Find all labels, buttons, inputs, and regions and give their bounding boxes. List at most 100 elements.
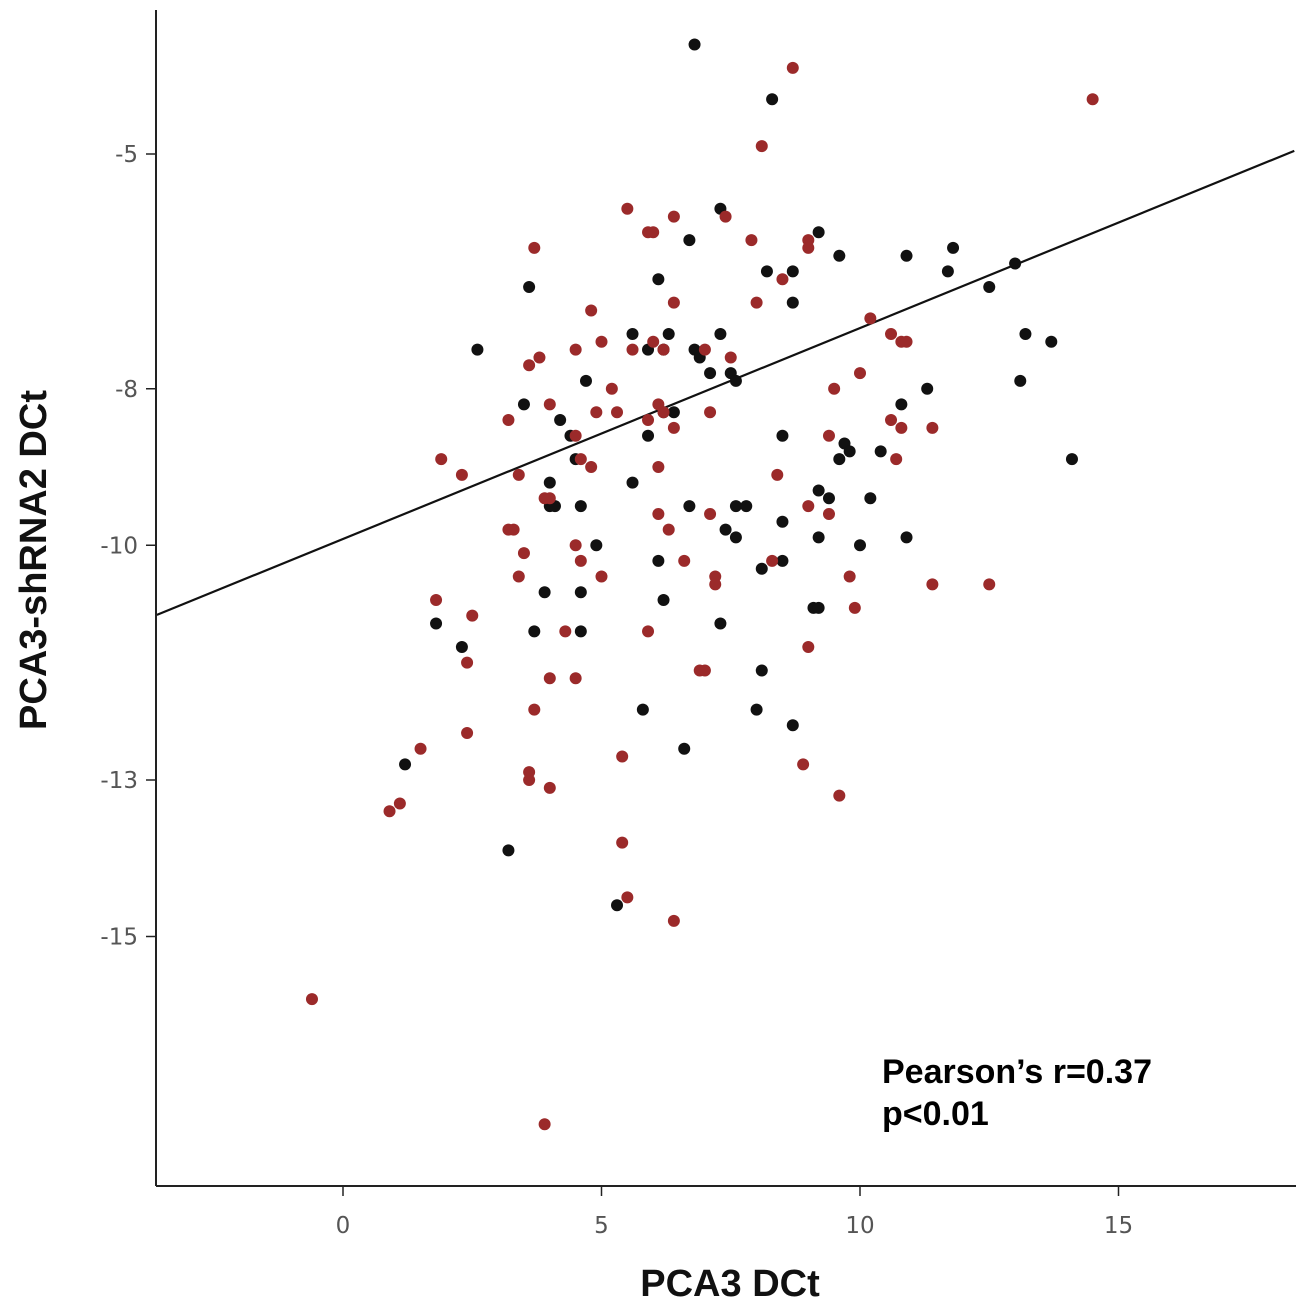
data-point (502, 844, 515, 857)
data-point (760, 265, 773, 278)
data-point (652, 554, 665, 567)
data-point (621, 891, 634, 904)
data-point (626, 343, 639, 356)
data-point (864, 312, 877, 325)
data-point (528, 241, 541, 254)
data-point (435, 453, 448, 466)
data-point (662, 523, 675, 536)
data-point (616, 836, 629, 849)
data-point (528, 703, 541, 716)
data-point (678, 742, 691, 755)
data-point (864, 492, 877, 505)
data-point (802, 640, 815, 653)
data-point (642, 625, 655, 638)
data-point (776, 273, 789, 286)
data-point (729, 374, 742, 387)
data-point (430, 594, 443, 607)
data-point (652, 461, 665, 473)
data-point (776, 429, 789, 442)
data-point (647, 226, 660, 239)
data-point (502, 414, 515, 427)
data-point (926, 578, 939, 591)
data-point (833, 453, 846, 466)
data-point (574, 554, 587, 567)
axes-layer (155, 10, 1296, 1187)
data-point (414, 742, 427, 755)
data-point (843, 570, 856, 583)
data-point (538, 1118, 551, 1131)
data-point (616, 750, 629, 763)
data-point (667, 914, 680, 927)
data-point (797, 758, 810, 771)
y-tick-label: -5 (115, 142, 138, 168)
data-point (771, 468, 784, 481)
data-point (543, 476, 556, 489)
data-point (667, 406, 680, 419)
data-point (605, 382, 618, 395)
data-point (662, 327, 675, 340)
data-point (647, 335, 660, 348)
data-point (822, 429, 835, 442)
data-point (812, 531, 825, 544)
data-point (900, 249, 913, 262)
data-point (533, 351, 546, 364)
data-point (543, 492, 556, 505)
data-point (461, 727, 474, 740)
data-point (543, 781, 556, 794)
data-point (455, 640, 468, 653)
data-point (528, 625, 541, 638)
data-point (698, 664, 711, 677)
data-point (895, 398, 908, 411)
data-point (569, 539, 582, 552)
data-point (941, 265, 954, 278)
data-point (755, 562, 768, 575)
data-point (585, 461, 598, 473)
data-point (745, 234, 758, 247)
data-point (719, 210, 732, 223)
data-point (626, 476, 639, 489)
data-point (719, 523, 732, 536)
data-point (667, 210, 680, 223)
data-point (585, 304, 598, 317)
data-point (636, 703, 649, 716)
y-tick-label: -13 (100, 768, 138, 794)
data-point (455, 468, 468, 481)
data-point (595, 570, 608, 583)
data-point (812, 601, 825, 614)
data-point (471, 343, 484, 356)
pearson-annotation: Pearson’s r=0.37 (882, 1053, 1152, 1091)
y-tick-label: -10 (100, 533, 138, 559)
data-point (393, 797, 406, 810)
data-point (983, 281, 996, 294)
data-point (543, 672, 556, 685)
data-point (704, 507, 717, 520)
data-point (642, 429, 655, 442)
data-point (890, 453, 903, 466)
data-point (885, 327, 898, 340)
data-point (652, 507, 665, 520)
data-point (802, 241, 815, 254)
regression-line (156, 149, 1295, 616)
data-point (848, 601, 861, 614)
data-point (812, 484, 825, 497)
data-point (569, 429, 582, 442)
y-tick-label: -15 (100, 925, 138, 951)
data-point (729, 500, 742, 513)
data-point (667, 296, 680, 309)
data-point (750, 703, 763, 716)
x-tick-label: 15 (1104, 1213, 1133, 1239)
data-point (833, 249, 846, 262)
data-point (399, 758, 412, 771)
data-point (590, 406, 603, 419)
data-point (621, 202, 634, 215)
data-point (1065, 453, 1078, 466)
x-tick-label: 5 (594, 1213, 609, 1239)
data-point (776, 554, 789, 567)
data-point (657, 594, 670, 607)
data-point (466, 609, 479, 622)
data-point (523, 281, 536, 294)
data-point (430, 617, 443, 630)
data-point (802, 500, 815, 513)
data-point (569, 343, 582, 356)
